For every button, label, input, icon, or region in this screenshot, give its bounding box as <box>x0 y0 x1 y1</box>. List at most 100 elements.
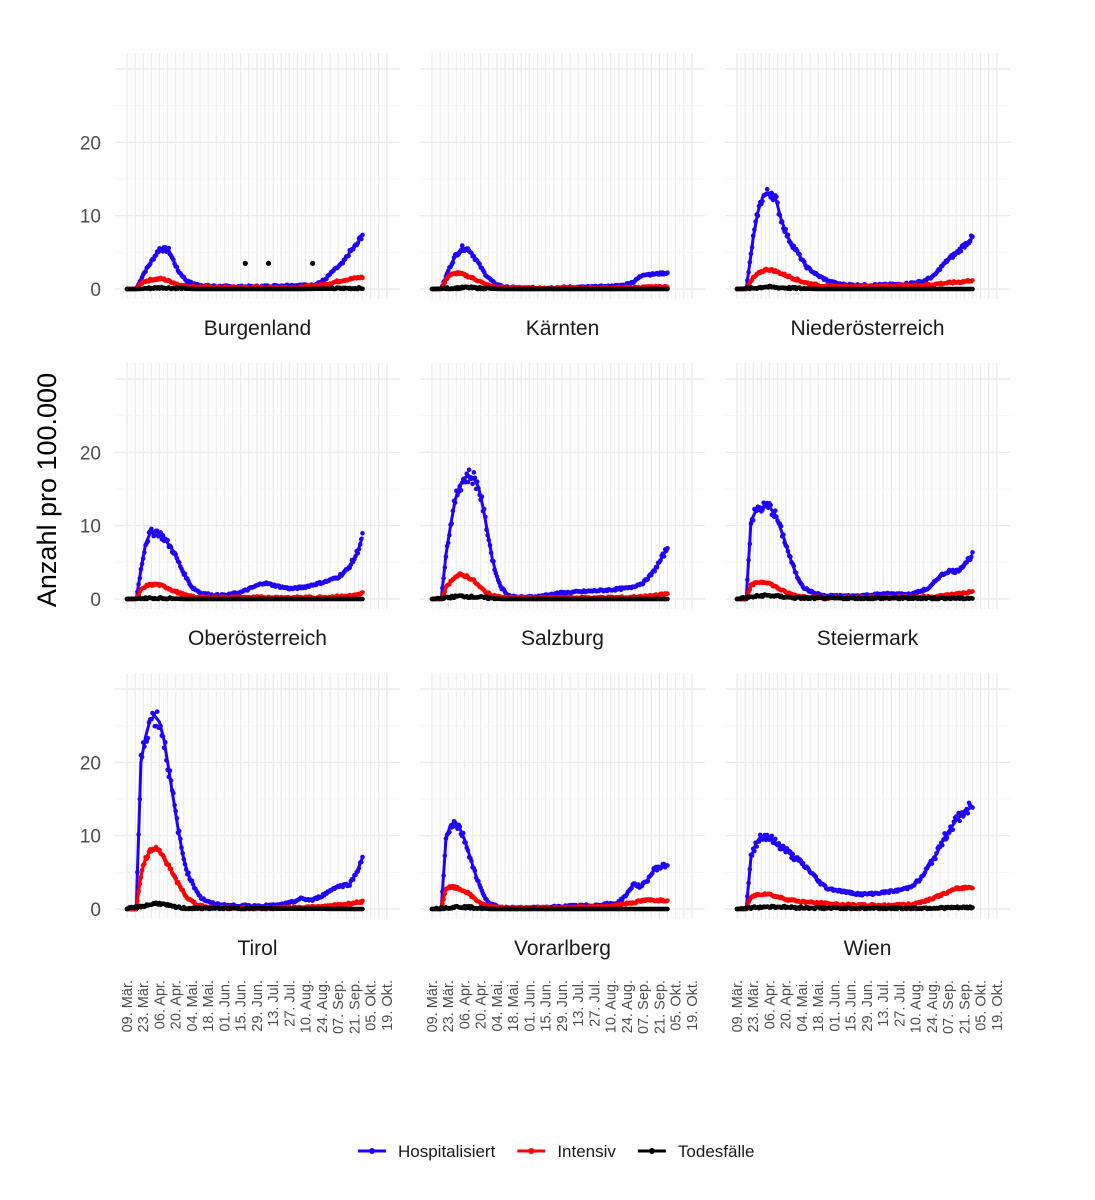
data-point <box>163 739 168 745</box>
data-point <box>661 554 667 559</box>
data-point <box>137 796 143 802</box>
x-tick-label: 10. Aug. <box>299 980 315 1033</box>
panel-salzburg: Salzburg <box>420 363 705 650</box>
data-point <box>137 881 143 886</box>
data-point <box>156 249 161 255</box>
data-point <box>483 514 488 520</box>
data-point <box>474 479 480 484</box>
data-point <box>142 550 147 555</box>
data-point <box>145 854 151 859</box>
data-point <box>180 851 185 856</box>
data-point <box>356 866 362 871</box>
data-point <box>791 243 797 249</box>
y-tick-label: 10 <box>80 827 101 848</box>
data-point <box>176 828 182 834</box>
x-tick-label: 15. Jun. <box>234 980 250 1032</box>
data-point <box>476 485 481 491</box>
data-point <box>166 862 172 868</box>
y-tick-label: 20 <box>80 133 101 154</box>
outlier-point <box>242 260 248 266</box>
data-point <box>783 227 788 232</box>
x-tick-label: 21. Sep. <box>347 980 363 1034</box>
data-point <box>445 540 451 546</box>
panel-niederösterreich: Niederösterreich <box>725 53 1010 340</box>
data-point <box>360 596 365 602</box>
panel-title: Kärnten <box>526 317 600 340</box>
panel-title: Niederösterreich <box>790 317 944 340</box>
data-point <box>154 709 160 714</box>
data-point <box>774 514 779 520</box>
data-point <box>472 868 478 873</box>
data-point <box>748 251 754 257</box>
x-tick-label: 09. Mär. <box>120 980 136 1032</box>
data-point <box>970 596 975 601</box>
data-point <box>450 260 456 265</box>
data-point <box>788 554 793 559</box>
data-point <box>654 565 660 570</box>
data-point <box>359 859 364 865</box>
data-point <box>182 861 188 867</box>
panel-title: Burgenland <box>204 317 311 340</box>
data-point <box>747 541 753 547</box>
data-point <box>749 245 755 250</box>
series-todesfaelle <box>124 284 365 292</box>
data-point <box>768 502 773 508</box>
data-point <box>746 557 751 563</box>
x-tick-label: 01. Jun. <box>217 980 233 1032</box>
data-point <box>791 563 797 569</box>
data-point <box>967 238 973 244</box>
x-tick-label: 24. Aug. <box>315 980 331 1033</box>
data-point <box>459 243 465 248</box>
data-point <box>778 523 784 529</box>
data-point <box>442 565 448 570</box>
data-point <box>465 848 471 853</box>
data-point <box>167 768 173 773</box>
data-point <box>752 227 757 232</box>
data-point <box>168 778 174 783</box>
data-point <box>441 873 446 878</box>
data-point <box>186 870 191 876</box>
data-point <box>360 590 365 595</box>
data-point <box>781 532 786 537</box>
data-point <box>447 532 452 538</box>
data-point <box>181 856 187 862</box>
panel-burgenland: 0 10 20 Burgenland <box>80 53 400 340</box>
data-point <box>139 561 145 567</box>
x-tick-label: 20. Apr. <box>169 980 185 1029</box>
data-point <box>463 840 468 845</box>
data-point <box>461 830 466 836</box>
data-point <box>775 200 780 205</box>
data-point <box>145 735 151 741</box>
data-point <box>137 575 143 581</box>
data-point <box>442 589 448 595</box>
data-point <box>441 576 446 581</box>
data-point <box>784 544 790 550</box>
panel-title: Oberösterreich <box>188 627 327 650</box>
panel-steiermark: Steiermark <box>725 363 1010 650</box>
data-point <box>777 212 783 218</box>
data-point <box>168 544 174 550</box>
data-point <box>182 571 188 577</box>
data-point <box>773 508 778 513</box>
data-point <box>143 269 148 274</box>
outlier-point <box>310 260 316 266</box>
y-tick-label: 20 <box>80 443 101 464</box>
data-point <box>360 906 365 912</box>
data-point <box>485 533 491 538</box>
x-tick-label: 29. Jun. <box>250 980 266 1032</box>
data-point <box>665 546 670 551</box>
data-point <box>764 186 770 192</box>
data-point <box>969 554 974 560</box>
data-point <box>750 233 756 239</box>
x-tick-label: 18. Mai. <box>201 980 217 1032</box>
data-point <box>171 790 176 796</box>
data-point <box>142 861 147 867</box>
data-point <box>165 537 170 543</box>
x-tick-label: 06. Apr. <box>153 980 169 1029</box>
data-point <box>359 536 364 542</box>
data-point <box>665 286 670 292</box>
x-tick-label: 05. Okt. <box>364 980 380 1031</box>
data-point <box>797 251 802 257</box>
